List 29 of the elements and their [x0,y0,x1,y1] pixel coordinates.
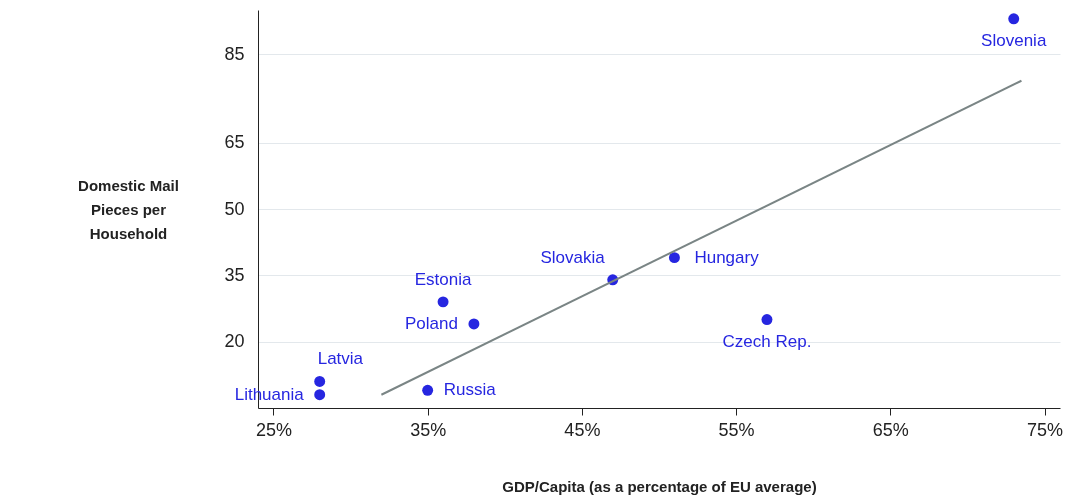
point [437,296,449,308]
point [668,252,680,264]
point [314,376,326,387]
y-tick-label: 20 [224,331,245,352]
point [468,318,480,330]
y-axis-title: Domestic Mail Pieces per Household [78,176,179,242]
point [314,389,326,401]
x-tick-label: 75% [1027,419,1064,440]
y-tick-label: 85 [224,43,245,64]
annotation: Poland [404,313,458,333]
y-tick-label: 35 [224,264,245,285]
annotation: Slovenia [981,30,1047,50]
annotation: Estonia [414,269,472,289]
y-tick-label: 65 [224,132,245,153]
annotation: Latvia [317,349,364,369]
x-tick-label: 35% [410,419,447,440]
point [1008,13,1020,25]
annotation: Czech Rep. [722,331,812,351]
x-tick-label: 55% [718,419,755,440]
x-tick-label: 65% [872,419,909,440]
x-tick-label: 45% [564,419,601,440]
annotation: Russia [443,380,497,400]
annotation: Slovakia [540,247,606,267]
x-tick-label: 25% [255,419,292,440]
point [422,384,434,396]
annotation: Hungary [694,247,760,267]
y-tick-label: 50 [224,198,245,219]
x-axis-title: GDP/Capita (as a percentage of EU average) [502,477,817,495]
point [761,314,773,326]
